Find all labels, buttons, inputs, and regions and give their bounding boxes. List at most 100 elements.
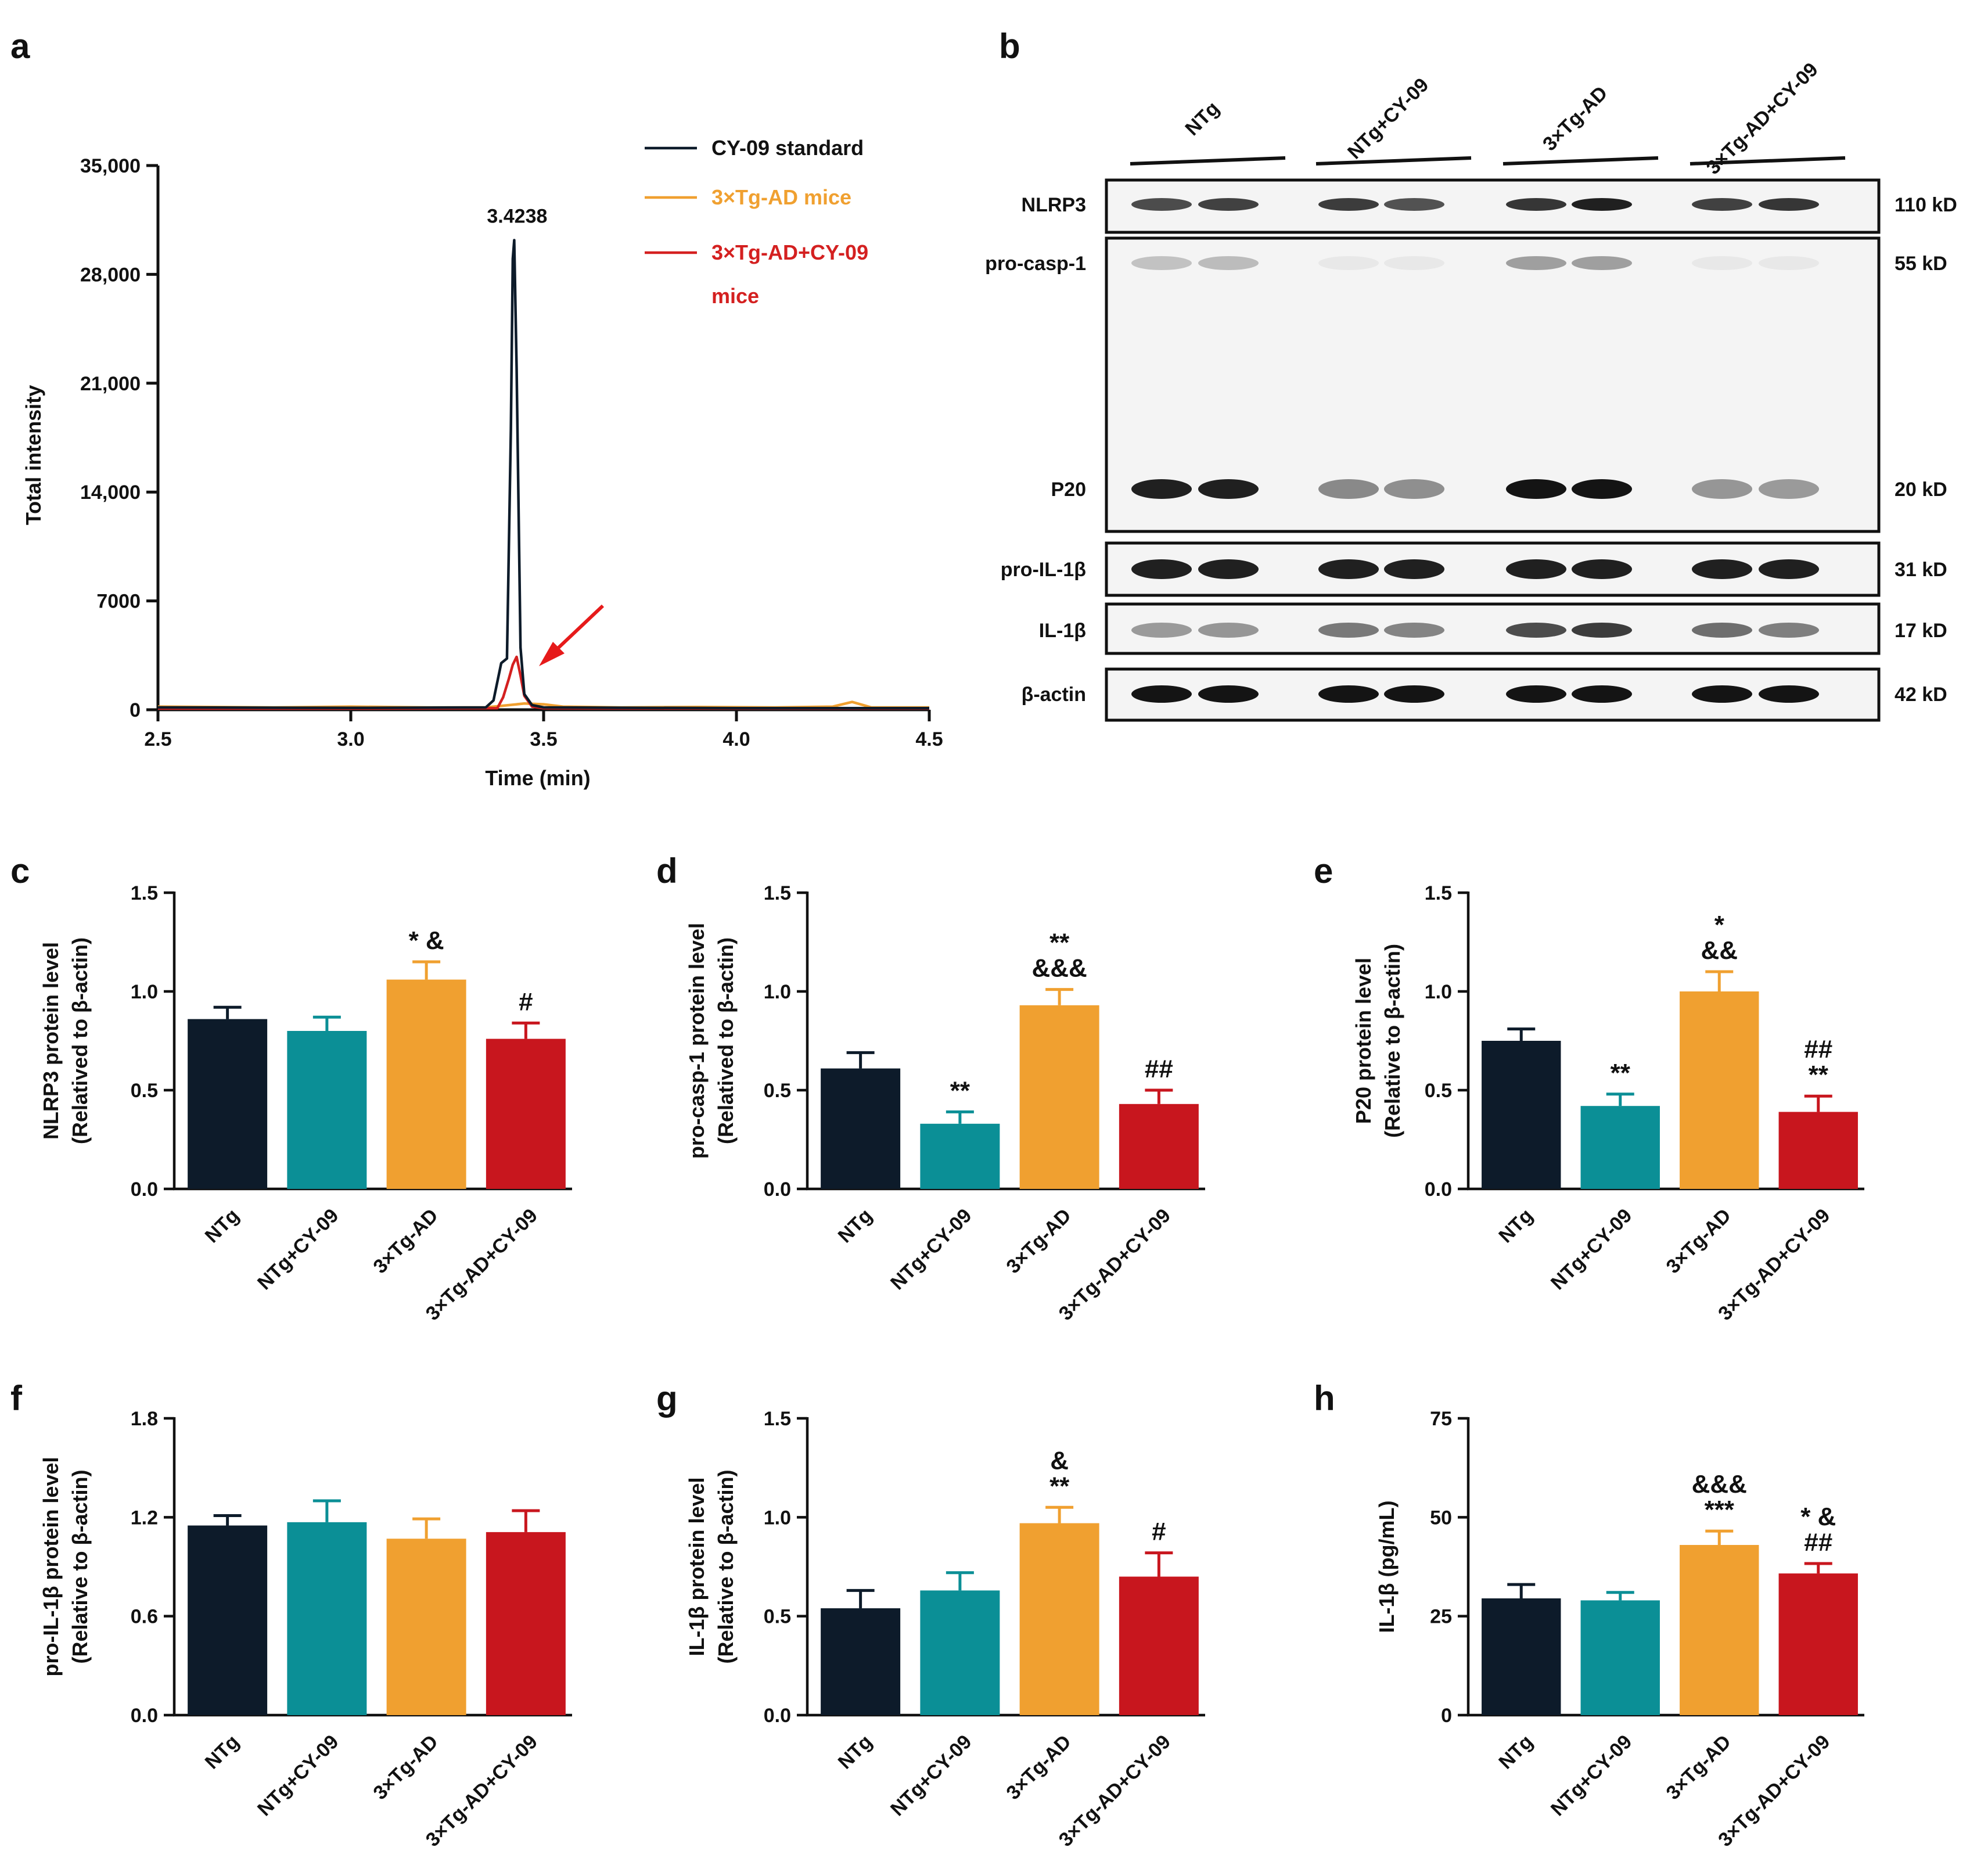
band-label: IL-1β — [1039, 620, 1086, 642]
category-label: 3×Tg-AD — [369, 1731, 442, 1804]
band-label: pro-IL-1β — [1001, 559, 1086, 581]
bar-0 — [188, 1525, 268, 1715]
band-pro-casp-1 — [1506, 256, 1566, 270]
significance-marker: ## — [1804, 1528, 1832, 1557]
category-label: NTg — [201, 1731, 244, 1774]
y-axis-title: NLRP3 protein level — [39, 942, 63, 1140]
band-β-actin — [1759, 685, 1819, 703]
significance-marker: * — [1714, 911, 1725, 939]
y-tick-label: 0.0 — [1425, 1178, 1452, 1201]
significance-marker: ** — [1809, 1061, 1829, 1089]
category-label: NTg — [1494, 1731, 1537, 1774]
band-IL-1β — [1759, 623, 1819, 638]
bar-3 — [486, 1038, 566, 1189]
y-axis-title: P20 protein level — [1351, 958, 1375, 1124]
significance-marker: * & — [409, 926, 444, 955]
band-P20 — [1692, 479, 1752, 499]
y-axis-title: Total intensity — [21, 385, 45, 525]
band-IL-1β — [1506, 623, 1566, 638]
y-axis-title: IL-1β protein level — [685, 1477, 709, 1656]
band-P20 — [1384, 479, 1444, 499]
category-label: NTg+CY-09 — [1547, 1731, 1636, 1820]
bar-3 — [1119, 1104, 1199, 1189]
x-tick-label: 3.0 — [337, 728, 364, 750]
arrow-shaft — [549, 604, 605, 657]
y-axis-title: (Relatived to β-actin) — [68, 937, 92, 1144]
y-tick-label: 1.0 — [764, 981, 791, 1003]
panel-letter-g: g — [656, 1379, 678, 1418]
band-pro-IL-1β — [1198, 559, 1259, 579]
band-pro-IL-1β — [1318, 559, 1379, 579]
bar-2 — [1680, 991, 1759, 1189]
band-NLRP3 — [1198, 198, 1259, 211]
bar-3 — [1778, 1573, 1858, 1715]
lane-group-bar — [1315, 156, 1472, 166]
significance-marker: # — [519, 987, 533, 1016]
y-tick-label: 0.0 — [131, 1178, 158, 1201]
bar-1 — [287, 1522, 367, 1715]
band-IL-1β — [1318, 623, 1379, 638]
y-axis-title: (Relatived to β-actin) — [714, 937, 738, 1144]
bar-2 — [1019, 1005, 1099, 1189]
y-tick-label: 0.0 — [131, 1705, 158, 1727]
significance-marker: ** — [1049, 1472, 1070, 1500]
band-NLRP3 — [1506, 198, 1566, 211]
legend-label: 3×Tg-AD mice — [711, 185, 851, 209]
lane-group-bar — [1502, 156, 1659, 166]
category-label: NTg+CY-09 — [253, 1731, 343, 1820]
y-tick-label: 0.5 — [764, 1080, 791, 1102]
x-tick-label: 4.0 — [722, 728, 750, 750]
category-label: 3×Tg-AD — [1002, 1731, 1075, 1804]
y-axis-title: pro-casp-1 protein level — [685, 923, 709, 1159]
significance-marker: ## — [1804, 1035, 1832, 1063]
significance-marker: ## — [1145, 1055, 1173, 1083]
category-label: NTg — [1494, 1205, 1537, 1248]
pro-il1b-bar-chart: 0.0 0.6 1.2 1.8 pro-IL-1β protein level (Rela… — [39, 1408, 572, 1851]
band-label: pro-casp-1 — [985, 253, 1086, 275]
band-label: NLRP3 — [1022, 194, 1086, 216]
band-P20 — [1131, 479, 1192, 499]
band-P20 — [1506, 479, 1566, 499]
band-pro-IL-1β — [1759, 559, 1819, 579]
category-label: NTg — [201, 1205, 244, 1248]
bar-0 — [1482, 1041, 1561, 1189]
band-P20 — [1198, 479, 1259, 499]
band-IL-1β — [1131, 623, 1192, 638]
y-axis-title: pro-IL-1β protein level — [39, 1457, 63, 1676]
lane-label: 3×Tg-AD — [1539, 82, 1612, 155]
band-β-actin — [1506, 685, 1566, 703]
band-pro-casp-1 — [1759, 256, 1819, 270]
band-NLRP3 — [1131, 198, 1192, 211]
y-tick-label: 25 — [1430, 1606, 1452, 1628]
significance-marker: ** — [1049, 929, 1070, 957]
y-tick-label: 1.5 — [764, 882, 791, 904]
nlrp3-bar-chart: 0.0 0.5 1.0 1.5 NLRP3 protein level (Relative… — [39, 882, 572, 1325]
chromatogram-chart: 0 7000 14,000 21,000 28,000 35,000 2.5 3.0 3.5 4.… — [21, 136, 943, 790]
y-tick-label: 1.0 — [1425, 981, 1452, 1003]
bar-2 — [386, 979, 466, 1189]
molecular-weight-label: 110 kD — [1895, 194, 1957, 216]
bar-1 — [287, 1031, 367, 1189]
significance-marker: &&& — [1692, 1470, 1747, 1498]
significance-marker: *** — [1705, 1496, 1735, 1524]
band-β-actin — [1692, 685, 1752, 703]
panel-letter-b: b — [999, 27, 1020, 66]
band-label: P20 — [1051, 479, 1087, 501]
y-tick-label: 0.0 — [764, 1178, 791, 1201]
band-pro-IL-1β — [1131, 559, 1192, 579]
molecular-weight-label: 31 kD — [1895, 559, 1947, 581]
molecular-weight-label: 55 kD — [1895, 253, 1947, 275]
bar-2 — [1680, 1545, 1759, 1715]
category-label: 3×Tg-AD — [369, 1205, 442, 1278]
band-P20 — [1759, 479, 1819, 499]
x-axis-title: Time (min) — [485, 766, 590, 790]
bar-0 — [821, 1608, 901, 1715]
category-label: 3×Tg-AD — [1662, 1205, 1735, 1278]
significance-marker: & — [1050, 1446, 1069, 1475]
band-NLRP3 — [1318, 198, 1379, 211]
p20-bar-chart: 0.0 0.5 1.0 1.5 P20 protein level (Relative t… — [1351, 882, 1864, 1325]
significance-marker: * & — [1800, 1503, 1836, 1531]
band-β-actin — [1384, 685, 1444, 703]
bar-1 — [920, 1590, 1000, 1715]
